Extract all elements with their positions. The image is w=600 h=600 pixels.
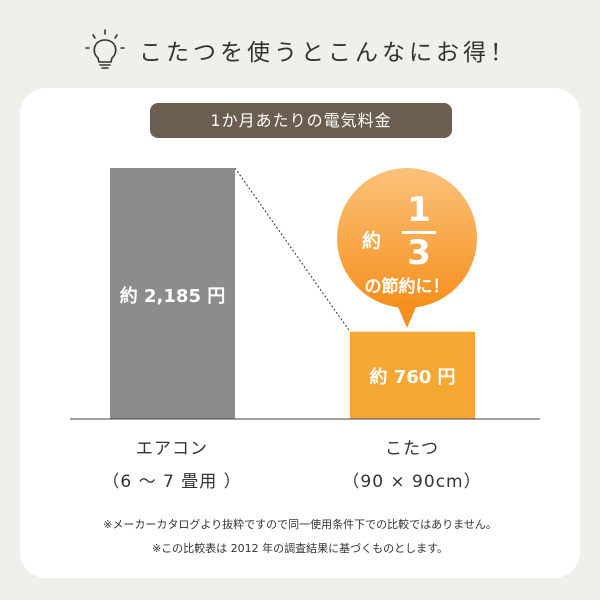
category-detail: （6 〜 7 畳用 ） — [102, 472, 242, 492]
lightbulb-icon — [85, 29, 125, 69]
fraction-bar — [402, 231, 436, 234]
callout-numerator: 1 — [407, 190, 431, 230]
footnote: ※メーカーカタログより抜粋ですので同一使用条件下での比較ではありません。 — [103, 518, 497, 531]
category-name: こたつ — [385, 439, 439, 459]
bar — [350, 331, 475, 419]
chart-subtitle: 1か月あたりの電気料金 — [150, 103, 452, 138]
comparison-line — [234, 167, 351, 332]
bar — [110, 168, 235, 419]
page-title: こたつを使うとこんなにお得！ — [0, 28, 600, 72]
callout-suffix: の節約に！ — [364, 277, 450, 297]
footnote: ※この比較表は 2012 年の調査結果に基づくものとします。 — [151, 542, 449, 555]
callout-denominator: 3 — [407, 233, 431, 273]
callout-prefix: 約 — [362, 230, 382, 252]
title-text: こたつを使うとこんなにお得！ — [139, 40, 517, 66]
bar-value-label: 約 2,185 円 — [119, 285, 226, 307]
category-detail: （90 × 90cm） — [342, 472, 482, 492]
bar-value-label: 約 760 円 — [369, 367, 456, 389]
category-name: エアコン — [136, 439, 208, 459]
callout-bubble — [337, 168, 477, 328]
